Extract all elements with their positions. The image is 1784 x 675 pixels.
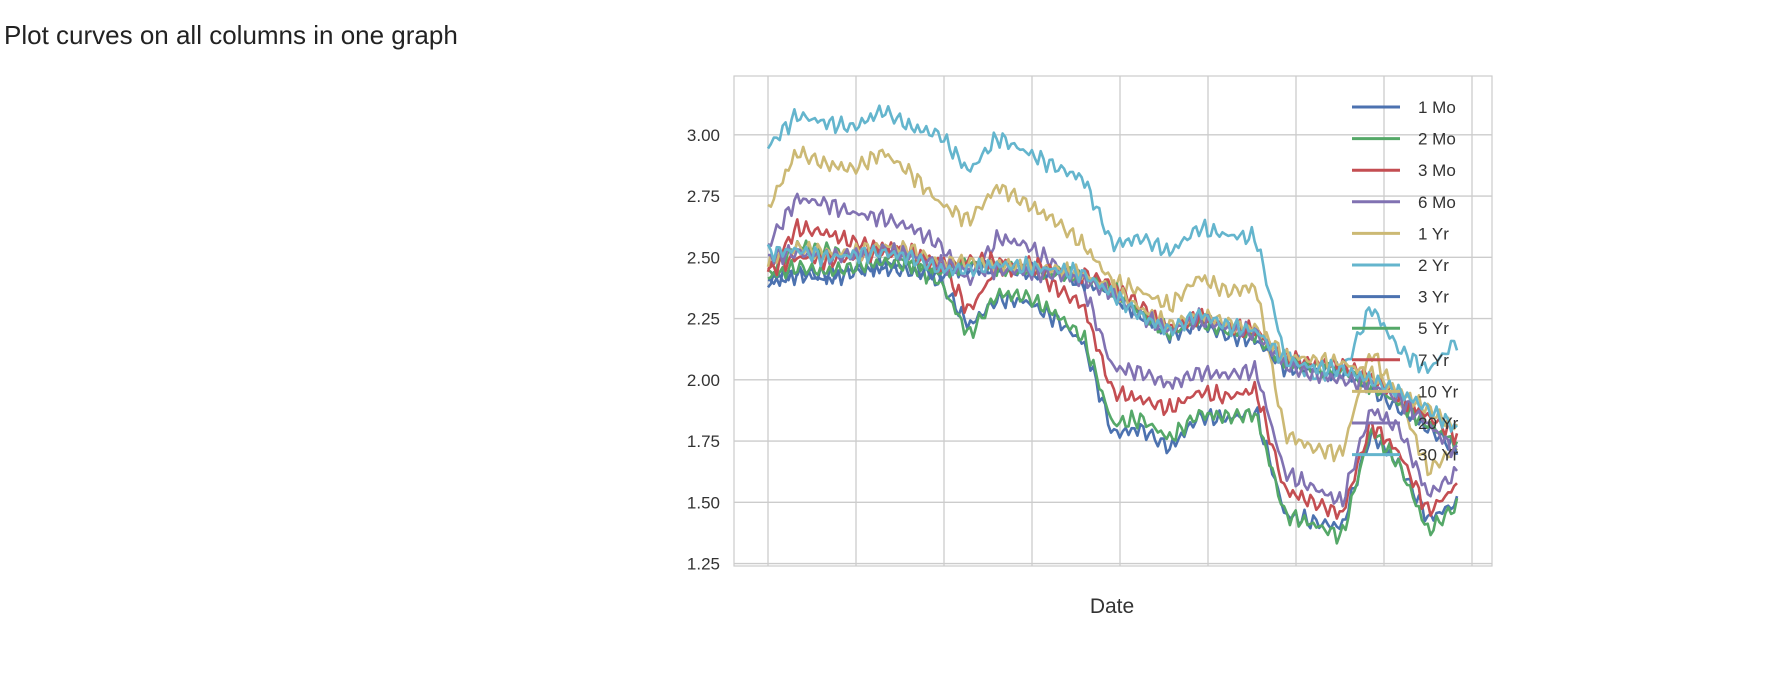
legend-item: 6 Mo (1352, 193, 1456, 212)
legend-item: 3 Mo (1352, 161, 1456, 180)
legend-label: 30 Yr (1418, 446, 1459, 465)
y-tick-label: 2.50 (687, 248, 720, 267)
legend-label: 1 Yr (1418, 224, 1449, 243)
x-axis-label: Date (1090, 595, 1134, 618)
y-tick-label: 2.75 (687, 187, 720, 206)
legend-item: 1 Mo (1352, 98, 1456, 117)
legend-item: 10 Yr (1352, 382, 1459, 401)
y-axis: 1.25 1.50 1.75 2.00 2.25 2.50 2.75 3.00 (687, 126, 720, 574)
legend-item: 5 Yr (1352, 319, 1449, 338)
y-tick-label: 1.50 (687, 493, 720, 512)
legend-label: 7 Yr (1418, 351, 1449, 370)
legend-item: 2 Mo (1352, 130, 1456, 149)
series-lines (766, 104, 1459, 545)
y-tick-label: 3.00 (687, 126, 720, 145)
legend: 1 Mo 2 Mo 3 Mo 6 Mo 1 Yr 2 Yr 3 Yr 5 Yr 7 Yr 10 Y… (1352, 98, 1459, 465)
legend-label: 2 Mo (1418, 130, 1456, 149)
legend-item: 20 Yr (1352, 414, 1459, 433)
y-tick-label: 2.00 (687, 371, 720, 390)
legend-label: 20 Yr (1418, 414, 1459, 433)
legend-label: 3 Mo (1418, 161, 1456, 180)
legend-label: 2 Yr (1418, 256, 1449, 275)
legend-label: 3 Yr (1418, 288, 1449, 307)
y-tick-label: 2.25 (687, 310, 720, 329)
series-line-6-mo (767, 192, 1459, 508)
legend-item: 7 Yr (1352, 351, 1449, 370)
y-tick-label: 1.75 (687, 432, 720, 451)
legend-item: 3 Yr (1352, 288, 1449, 307)
legend-label: 5 Yr (1418, 319, 1449, 338)
legend-label: 10 Yr (1418, 382, 1459, 401)
legend-label: 6 Mo (1418, 193, 1456, 212)
legend-item: 2 Yr (1352, 256, 1449, 275)
page-heading: Plot curves on all columns in one graph (4, 20, 458, 50)
legend-item: 30 Yr (1352, 446, 1459, 465)
series-line-30-yr (766, 243, 1458, 433)
legend-label: 1 Mo (1418, 98, 1456, 117)
legend-item: 1 Yr (1352, 224, 1449, 243)
y-tick-label: 1.25 (687, 555, 720, 574)
